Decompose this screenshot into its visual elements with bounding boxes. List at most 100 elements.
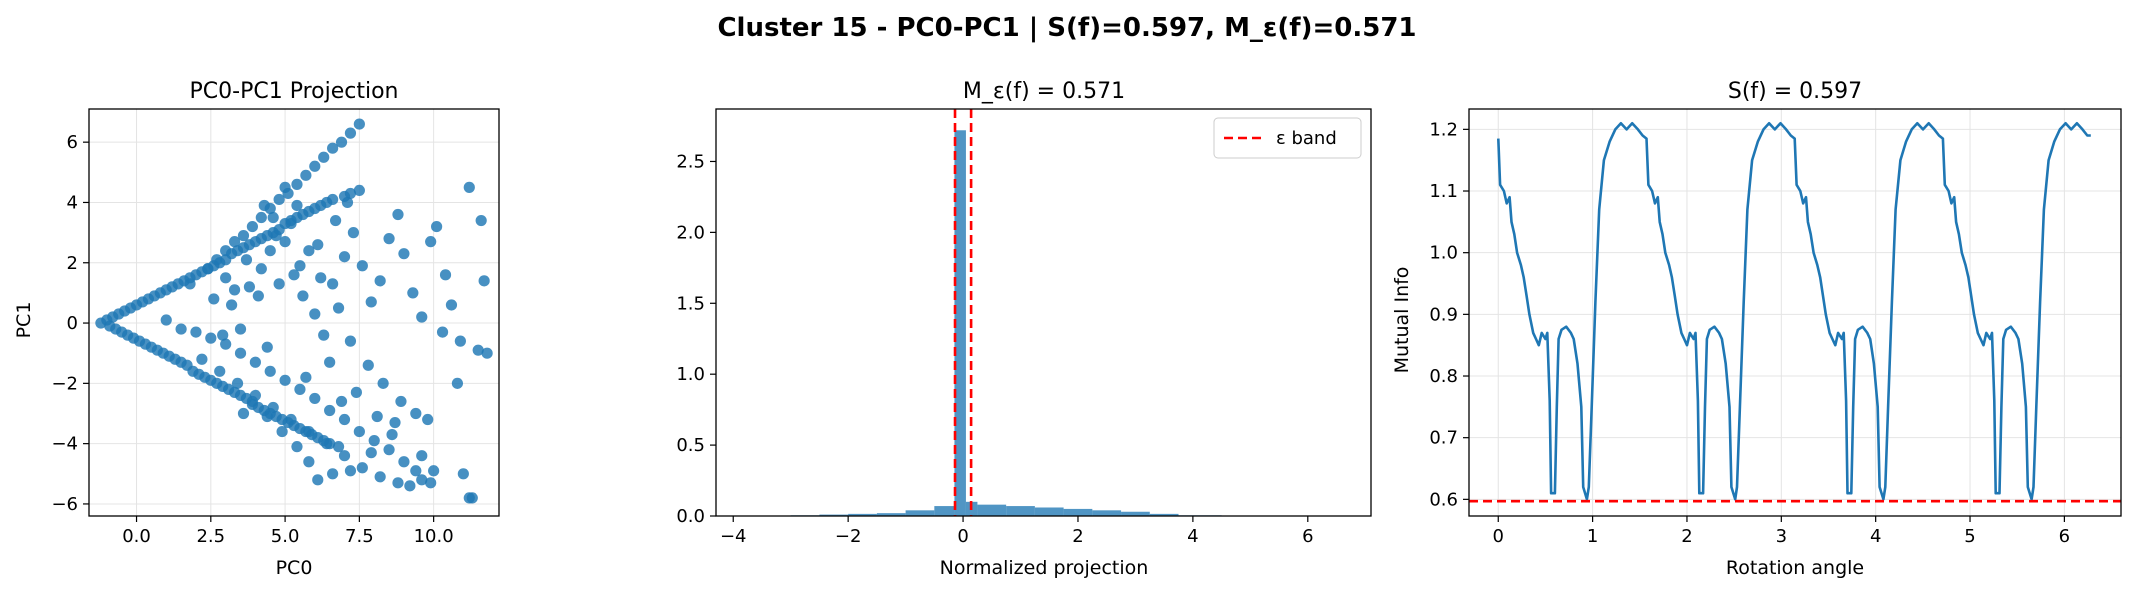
scatter-point-170: [285, 217, 297, 230]
legend-label: ε band: [1276, 128, 1337, 149]
scatter-point-190: [237, 407, 250, 420]
scatter-point-209: [267, 211, 279, 224]
scatter-point-116: [410, 465, 422, 477]
scatter-point-104: [249, 389, 261, 402]
scatter-point-87: [309, 160, 321, 172]
scatter-point-204: [312, 239, 324, 251]
line-plot-area: [1469, 121, 2121, 503]
scatter-point-100: [184, 278, 196, 290]
scatter-xlabel: PC0: [276, 557, 313, 579]
scatter-point-195: [416, 450, 428, 462]
scatter-point-206: [341, 196, 354, 209]
scatter-point-164: [481, 347, 493, 359]
histogram-xtick-label-3: 2: [1072, 526, 1083, 547]
line-xtick-label-3: 3: [1776, 526, 1787, 547]
scatter-point-122: [324, 404, 336, 417]
scatter-point-113: [404, 480, 416, 492]
scatter-point-154: [425, 236, 437, 248]
scatter-point-214: [300, 371, 312, 383]
scatter-point-93: [255, 211, 267, 224]
histogram-ytick-label-5: 2.5: [676, 151, 705, 172]
scatter-ytick-label-1: −4: [51, 434, 78, 455]
scatter-xtick-label-3: 7.5: [345, 526, 374, 547]
scatter-point-121: [338, 413, 351, 426]
scatter-point-144: [338, 251, 351, 263]
line-xtick-label-5: 5: [1964, 526, 1975, 547]
histogram-bar-4: [905, 510, 935, 516]
scatter-point-189: [246, 398, 259, 411]
scatter-point-142: [318, 329, 330, 341]
histogram-bar-5: [934, 506, 955, 516]
scatter-point-176: [377, 377, 389, 389]
scatter-point-198: [220, 272, 232, 284]
legend-box: [1213, 117, 1362, 159]
scatter-point-165: [457, 468, 469, 480]
histogram-xlabel: Normalized projection: [940, 557, 1149, 579]
scatter-point-193: [371, 410, 383, 423]
scatter-point-128: [234, 347, 247, 359]
scatter-point-106: [285, 413, 297, 426]
scatter-point-180: [386, 429, 398, 441]
scatter-point-108: [321, 438, 333, 450]
scatter-point-147: [365, 296, 377, 308]
scatter-point-94: [246, 220, 259, 233]
histogram-xtick-label-5: 6: [1302, 526, 1313, 547]
scatter-point-130: [205, 332, 217, 344]
scatter-point-133: [160, 314, 172, 326]
scatter-point-85: [327, 142, 339, 154]
line-xtick-label-0: 0: [1493, 526, 1504, 547]
scatter-xtick-label-0: 0.0: [122, 526, 151, 547]
scatter-point-112: [392, 477, 404, 489]
scatter-point-148: [374, 275, 386, 287]
histogram-bar-10: [1034, 507, 1064, 516]
scatter-ytick-label-0: −6: [51, 494, 78, 515]
scatter-point-141: [309, 308, 321, 320]
scatter-point-162: [478, 275, 490, 287]
scatter-point-82: [353, 118, 365, 130]
scatter-point-172: [315, 272, 327, 284]
scatter-point-131: [190, 326, 202, 338]
line-ytick-label-0: 0.6: [1429, 489, 1458, 510]
histogram-bar-9: [1006, 506, 1035, 516]
line-ytick-label-6: 1.2: [1429, 119, 1458, 140]
line-panel: S(f) = 0.597 Rotation angle Mutual Info …: [1391, 79, 2122, 579]
scatter-point-101: [196, 353, 208, 365]
histogram-ytick-label-4: 2.0: [676, 222, 705, 243]
scatter-point-135: [243, 281, 256, 293]
scatter-point-86: [318, 151, 330, 163]
scatter-point-185: [303, 456, 315, 468]
scatter-point-88: [300, 169, 312, 181]
scatter-point-146: [356, 260, 368, 272]
scatter-point-160: [463, 181, 475, 193]
line-axes-frame: [1468, 108, 2122, 517]
scatter-point-126: [264, 365, 276, 377]
scatter-point-208: [291, 199, 303, 212]
scatter-point-84: [335, 136, 348, 148]
line-ytick-label-5: 1.1: [1429, 181, 1458, 202]
scatter-point-83: [344, 127, 357, 139]
scatter-point-155: [431, 220, 443, 233]
scatter-ytick-label-6: 6: [67, 132, 78, 153]
scatter-point-129: [220, 338, 232, 350]
histogram-ytick-label-3: 1.5: [676, 293, 705, 314]
scatter-point-140: [297, 290, 309, 302]
histogram-bar-12: [1092, 510, 1122, 516]
histogram-axes-frame: [715, 108, 1372, 517]
scatter-point-186: [291, 441, 303, 453]
scatter-point-174: [344, 335, 357, 347]
scatter-ylabel: PC1: [13, 302, 35, 339]
line-ytick-label-2: 0.8: [1429, 366, 1458, 387]
scatter-point-139: [288, 269, 300, 281]
scatter-point-168: [258, 199, 270, 212]
histogram-bar-11: [1063, 508, 1093, 516]
scatter-point-182: [344, 465, 357, 477]
histogram-bar-2: [848, 513, 877, 516]
line-ylabel: Mutual Info: [1391, 267, 1413, 374]
scatter-point-213: [261, 341, 273, 353]
scatter-point-95: [237, 230, 250, 242]
scatter-point-188: [261, 410, 273, 423]
scatter-point-181: [365, 447, 377, 459]
scatter-point-149: [383, 233, 395, 245]
scatter-point-171: [303, 245, 315, 257]
scatter-point-161: [475, 214, 487, 227]
